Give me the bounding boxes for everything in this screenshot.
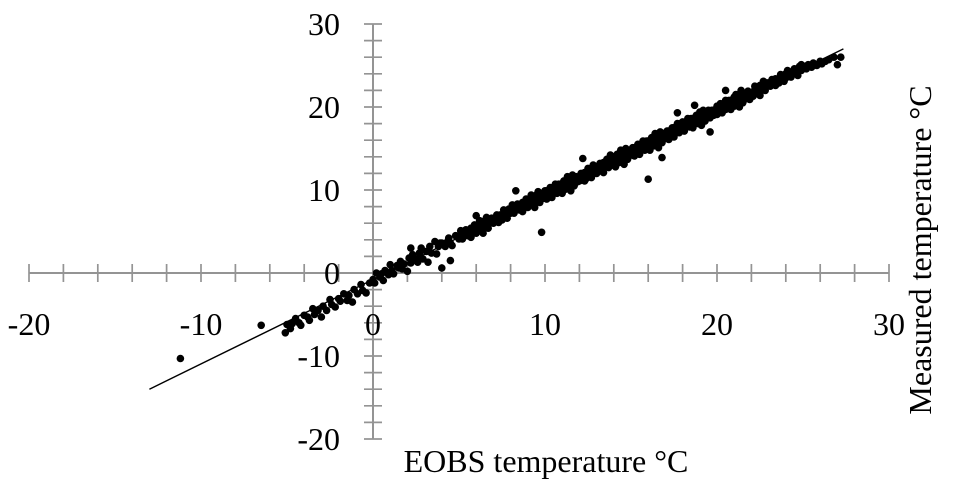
- x-axis-tick-label: -20: [8, 306, 51, 342]
- y-axis-tick-label: 0: [324, 255, 340, 291]
- trendline: [149, 48, 844, 390]
- x-axis-tick-label: 20: [701, 306, 733, 342]
- y-axis-tick-label: 30: [308, 6, 340, 42]
- data-point: [432, 250, 441, 258]
- data-point: [386, 260, 395, 269]
- y-axis-tick-label: -20: [297, 421, 340, 457]
- data-point: [407, 259, 415, 267]
- data-point: [599, 168, 608, 177]
- data-point: [484, 224, 493, 232]
- data-point: [426, 242, 434, 251]
- data-point: [446, 256, 455, 265]
- data-point: [348, 298, 357, 306]
- data-point: [512, 187, 520, 195]
- data-point: [658, 153, 666, 162]
- y-axis-tick-label: 10: [308, 172, 340, 208]
- y-axis-tick-label: -10: [297, 338, 340, 374]
- data-point: [370, 279, 379, 287]
- data-point: [407, 244, 415, 252]
- data-point: [644, 175, 652, 183]
- x-axis-title: EOBS temperature °C: [404, 443, 689, 479]
- data-point: [403, 267, 412, 276]
- data-point: [322, 306, 331, 315]
- data-point: [314, 306, 322, 315]
- data-point: [176, 354, 185, 363]
- data-point: [833, 60, 842, 69]
- data-point: [297, 321, 305, 330]
- data-point: [424, 258, 432, 267]
- data-point: [479, 229, 487, 237]
- data-point: [281, 329, 290, 337]
- data-point: [472, 211, 481, 220]
- data-point: [537, 228, 546, 237]
- data-point: [379, 276, 388, 285]
- data-point: [721, 86, 730, 95]
- data-point: [257, 321, 266, 330]
- y-axis-tick-label: 20: [308, 89, 340, 125]
- data-point: [448, 241, 456, 250]
- data-point: [362, 289, 370, 297]
- data-point: [579, 154, 587, 163]
- x-axis-tick-label: 10: [529, 306, 561, 342]
- data-point: [336, 297, 345, 306]
- data-point: [530, 203, 539, 212]
- x-axis-tick-label: -10: [180, 306, 223, 342]
- data-point: [690, 101, 699, 110]
- data-point: [830, 53, 838, 61]
- data-point: [706, 128, 714, 136]
- data-point: [756, 91, 764, 100]
- data-point: [438, 264, 446, 272]
- data-point: [317, 313, 326, 321]
- data-point: [837, 53, 845, 61]
- data-point: [305, 316, 314, 325]
- data-point: [345, 291, 353, 300]
- data-point: [331, 303, 340, 311]
- data-point: [389, 270, 398, 278]
- x-axis-tick-label: 0: [365, 306, 381, 342]
- y-axis-title: Measured temperature °C: [902, 85, 938, 414]
- x-axis-tick-label: 30: [873, 306, 905, 342]
- data-point: [673, 109, 682, 117]
